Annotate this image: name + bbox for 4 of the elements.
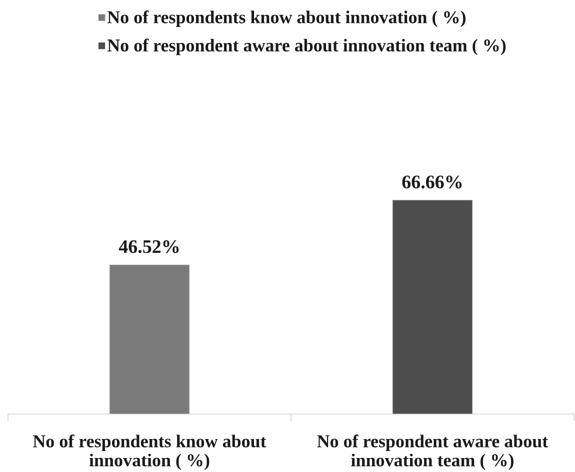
legend-label: No of respondent aware about innovation team ( %) [107, 38, 506, 56]
data-label: 46.52% [118, 240, 179, 254]
legend-label: No of respondents know about innovation ( %) [107, 10, 466, 27]
data-label: 66.66% [402, 176, 462, 188]
